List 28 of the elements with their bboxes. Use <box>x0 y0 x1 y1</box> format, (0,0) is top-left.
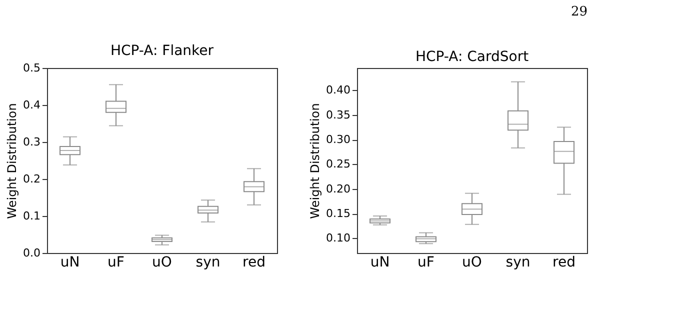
y-tick-label: 0.15 <box>326 207 350 220</box>
y-axis-title: Weight Distribution <box>5 103 20 219</box>
x-tick-label: uF <box>418 254 434 270</box>
y-tick-label: 0.10 <box>326 232 350 245</box>
text: 29 <box>570 4 588 20</box>
y-tick-label: 0.3 <box>23 136 40 148</box>
y-tick-label: 0.40 <box>326 84 350 97</box>
y-tick-label: 0.30 <box>326 133 350 146</box>
y-tick-label: 0.0 <box>23 246 40 260</box>
chart-title: HCP-A: CardSort <box>415 49 530 65</box>
x-tick-label: uO <box>152 254 172 270</box>
y-tick-label: 0.4 <box>23 98 40 112</box>
x-tick-label: red <box>552 254 576 270</box>
x-tick-label: uO <box>462 254 482 270</box>
x-tick-label: red <box>242 254 266 270</box>
x-tick-label: uF <box>108 254 124 270</box>
chart-title: HCP-A: Flanker <box>110 43 214 59</box>
y-tick-label: 0.1 <box>23 210 40 222</box>
y-tick-label: 0.35 <box>326 108 350 122</box>
y-tick-label: 0.20 <box>326 182 350 196</box>
y-tick-label: 0.2 <box>23 172 40 186</box>
x-tick-label: syn <box>196 254 220 270</box>
x-tick-label: uN <box>60 254 80 270</box>
y-tick-label: 0.25 <box>326 158 350 171</box>
y-tick-label: 0.5 <box>23 62 40 74</box>
x-tick-label: syn <box>506 254 530 270</box>
x-tick-label: uN <box>370 254 390 270</box>
y-axis-title: Weight Distribution <box>308 103 322 219</box>
